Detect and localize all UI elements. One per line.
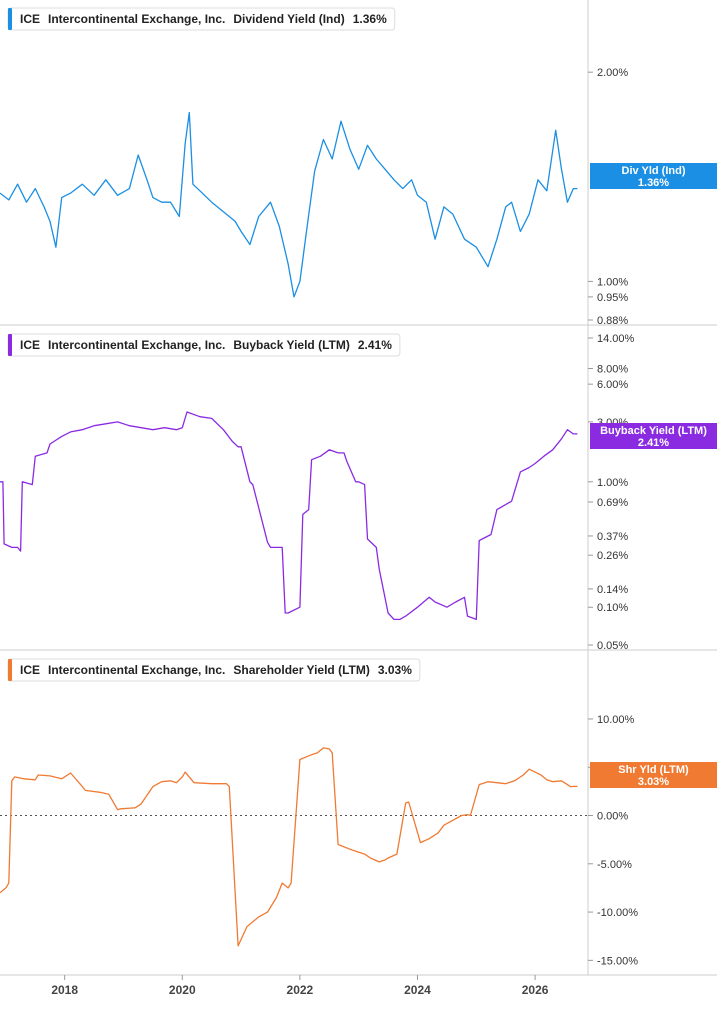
x-tick-label: 2024 [404,983,431,997]
value-badge-value: 1.36% [638,177,669,189]
y-tick-label: 0.05% [597,640,628,652]
y-tick-label: 0.10% [597,602,628,614]
panel-2: 14.00%8.00%6.00%3.00%1.00%0.69%0.37%0.26… [0,325,717,652]
y-tick-label: 0.88% [597,315,628,327]
x-tick-label: 2022 [287,983,314,997]
y-tick-label: 14.00% [597,333,635,345]
y-tick-label: 0.00% [597,811,628,823]
legend-ticker: ICE [20,663,40,677]
y-tick-label: 0.26% [597,550,628,562]
y-tick-label: -5.00% [597,859,632,871]
legend-color-bar [8,334,12,356]
x-tick-label: 2018 [51,983,78,997]
legend-color-bar [8,8,12,30]
y-tick-label: -15.00% [597,955,638,967]
value-badge-label: Shr Yld (LTM) [618,764,689,776]
panel-1: 2.00% 1.00% 0.95% 0.88% ICE Intercontinental … [0,0,717,327]
y-tick-label: 0.37% [597,531,628,543]
series-line [0,748,577,946]
legend-metric: Dividend Yield (Ind) [233,12,344,26]
legend-company: Intercontinental Exchange, Inc. [48,338,225,352]
value-badge-value: 2.41% [638,437,669,449]
legend: ICE Intercontinental Exchange, Inc. Buybac… [8,334,400,356]
value-badge: Buyback Yield (LTM)2.41% [590,423,717,449]
legend-value: 3.03% [378,663,412,677]
y-tick-label: 0.95% [597,292,628,304]
value-badge: Shr Yld (LTM)3.03% [590,762,717,788]
legend-metric: Buyback Yield (LTM) [233,338,349,352]
series-line [0,113,577,297]
legend-color-bar [8,659,12,681]
x-tick-label: 2026 [522,983,549,997]
panel-3: 10.00%5.00%0.00%-5.00%-10.00%-15.00%ICEI… [0,650,717,975]
value-badge: Div Yld (Ind)1.36% [590,163,717,189]
legend-company: Intercontinental Exchange, Inc. [48,663,225,677]
legend: ICE Intercontinental Exchange, Inc. Shareh… [8,659,420,681]
y-tick-label: 0.14% [597,584,628,596]
y-tick-label: 8.00% [597,363,628,375]
legend-ticker: ICE [20,338,40,352]
legend-value: 2.41% [358,338,392,352]
x-tick-label: 2020 [169,983,196,997]
value-badge-label: Buyback Yield (LTM) [600,425,707,437]
legend-metric: Shareholder Yield (LTM) [233,663,369,677]
legend-value: 1.36% [353,12,387,26]
y-tick-label: 1.00% [597,276,628,288]
x-axis: 2018 2020 2022 2024 2026 [0,975,717,997]
y-tick-label: 6.00% [597,379,628,391]
y-tick-label: 1.00% [597,477,628,489]
series-line [0,412,577,619]
y-tick-label: 2.00% [597,67,628,79]
legend: ICE Intercontinental Exchange, Inc. Divide… [8,8,395,30]
y-tick-label: 10.00% [597,714,635,726]
legend-ticker: ICE [20,12,40,26]
value-badge-label: Div Yld (Ind) [622,165,686,177]
legend-company: Intercontinental Exchange, Inc. [48,12,225,26]
value-badge-value: 3.03% [638,776,669,788]
y-tick-label: -10.00% [597,907,638,919]
y-tick-label: 0.69% [597,497,628,509]
